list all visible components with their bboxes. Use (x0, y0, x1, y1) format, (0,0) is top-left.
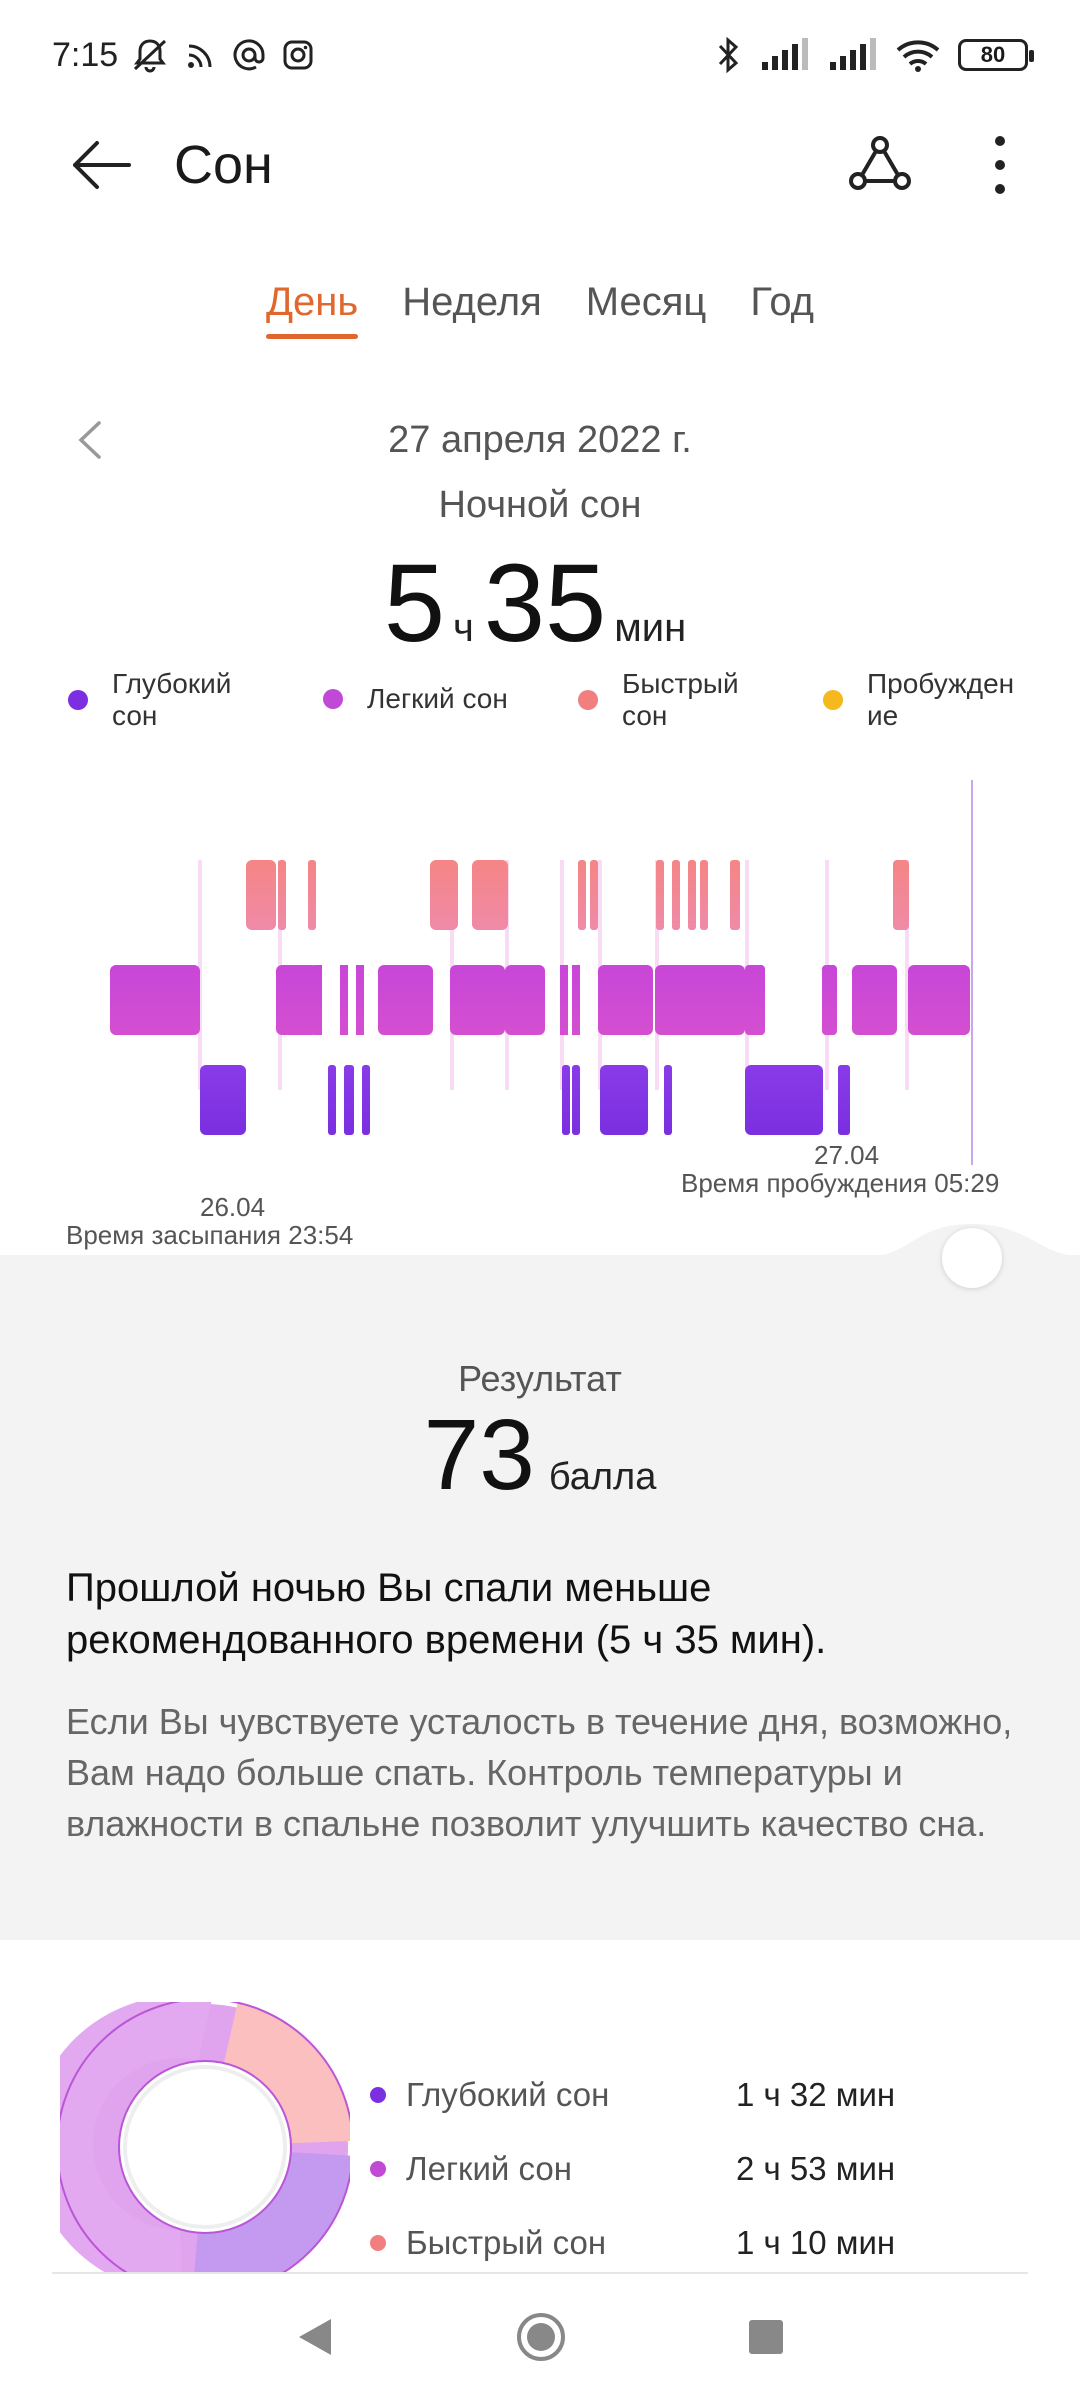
arrow-left-icon (73, 141, 131, 189)
stat-value: 1 ч 10 мин (736, 2224, 896, 2261)
more-vertical-icon (995, 136, 1005, 194)
sleep-legend: Глубокий сон Легкий сон Быстрый сон Проб… (62, 668, 1022, 732)
stat-name: Быстрый сон (406, 2224, 607, 2261)
legend-light: Легкий сон (317, 666, 572, 732)
date-navigator: 27 апреля 2022 г. (0, 410, 1080, 470)
sleep-breakdown-card: Глубокий сон 1 ч 32 мин Легкий сон 2 ч 5… (0, 1962, 1080, 2274)
legend-dot-rem (578, 690, 598, 710)
bluetooth-icon (718, 36, 739, 74)
stat-name: Легкий сон (406, 2150, 572, 2187)
bell-off-icon (134, 39, 167, 73)
legend-label: Глубокий сон (112, 668, 232, 731)
legend-label: Быстрый сон (622, 668, 739, 731)
stat-value: 1 ч 32 мин (736, 2076, 896, 2113)
duration-minutes-unit: мин (614, 606, 687, 650)
legend-label: Легкий сон (367, 683, 508, 714)
app-bar: Сон (0, 110, 1080, 220)
tab-month[interactable]: Месяц (585, 280, 707, 324)
donut-segment-rem (223, 2002, 350, 2145)
system-nav-bar (0, 2274, 1080, 2400)
instagram-icon (283, 40, 313, 70)
result-label: Результат (458, 1358, 622, 1399)
night-sleep-label: Ночной сон (438, 484, 642, 526)
share-nodes-icon (849, 136, 911, 190)
current-date: 27 апреля 2022 г. (388, 418, 692, 461)
legend-deep: Глубокий сон (62, 668, 317, 732)
stat-dot-light (370, 2161, 386, 2177)
nav-back-icon[interactable] (295, 2315, 335, 2359)
at-sign-icon (233, 39, 265, 71)
wifi-icon (896, 40, 940, 72)
tab-day[interactable]: День (265, 280, 359, 339)
divider (52, 2272, 1028, 2274)
sleep-duration: 5 ч 35 мин (0, 540, 1080, 667)
more-options-button[interactable] (960, 125, 1040, 205)
signal-icon-2 (830, 38, 876, 70)
stat-row-light: Легкий сон 2 ч 53 мин (370, 2132, 1030, 2206)
sleep-score: 73 балла (0, 1398, 1080, 1513)
duration-hours-unit: ч (453, 606, 474, 650)
sleep-stages-chart: 26.04 Время засыпания 23:54 27.04 Время … (0, 770, 1080, 1250)
legend-label: Пробуждение (867, 668, 1015, 731)
advice-text: Если Вы чувствуете усталость в течение д… (66, 1701, 1013, 1844)
sleep-stage-stats: Глубокий сон 1 ч 32 мин Легкий сон 2 ч 5… (370, 2058, 1030, 2274)
stat-dot-deep (370, 2087, 386, 2103)
tab-week[interactable]: Неделя (402, 280, 542, 324)
status-time: 7:15 (52, 35, 119, 74)
sleep-stages-svg (110, 780, 973, 1165)
legend-awake: Пробуждение (817, 668, 1022, 732)
previous-day-button[interactable] (60, 410, 120, 470)
donut-segment-deep (194, 2151, 350, 2274)
chart-start-date: 26.04 (200, 1192, 266, 1222)
system-icons: 80 (716, 36, 1034, 74)
score-unit: балла (548, 1456, 657, 1498)
chart-sleep-start: Время засыпания 23:54 (66, 1220, 354, 1250)
stat-row-deep: Глубокий сон 1 ч 32 мин (370, 2058, 1030, 2132)
chart-scrubber-handle[interactable] (942, 1228, 1002, 1288)
nav-recents-icon[interactable] (747, 2318, 785, 2356)
chevron-left-icon (78, 421, 101, 459)
duration-hours: 5 (383, 542, 446, 665)
battery-icon: 80 (958, 39, 1034, 71)
legend-dot-deep (68, 690, 88, 710)
advice-title: Прошлой ночью Вы спали меньше рекомендов… (66, 1566, 827, 1662)
tab-year[interactable]: Год (750, 280, 815, 324)
back-button[interactable] (50, 115, 150, 215)
stat-dot-rem (370, 2235, 386, 2251)
battery-level: 80 (980, 42, 1006, 67)
status-bar: 7:15 80 (0, 0, 1080, 110)
stat-name: Глубокий сон (406, 2076, 610, 2113)
legend-dot-awake (823, 690, 843, 710)
chart-end-date: 27.04 (814, 1140, 880, 1170)
notification-icons (130, 35, 314, 75)
nav-home-icon[interactable] (515, 2311, 567, 2363)
chart-deep-segments (200, 1065, 850, 1135)
sleep-donut-chart (60, 2002, 350, 2274)
page-title: Сон (174, 135, 273, 195)
stat-value: 2 ч 53 мин (736, 2150, 896, 2187)
period-tabs: День Неделя Месяц Год (0, 280, 1080, 339)
legend-dot-light (323, 689, 343, 709)
legend-rem: Быстрый сон (572, 668, 817, 732)
score-value: 73 (423, 1399, 535, 1511)
donut-segment-light (60, 2002, 212, 2274)
share-button[interactable] (840, 125, 920, 205)
chart-rem-segments (246, 860, 909, 930)
signal-icon (762, 38, 808, 70)
stat-row-rem: Быстрый сон 1 ч 10 мин (370, 2206, 1030, 2274)
chart-light-segments (110, 965, 970, 1035)
result-section (0, 1255, 1080, 1940)
cast-icon (188, 44, 212, 68)
duration-minutes: 35 (483, 542, 607, 665)
chart-wake-time: Время пробуждения 05:29 (681, 1168, 1000, 1198)
